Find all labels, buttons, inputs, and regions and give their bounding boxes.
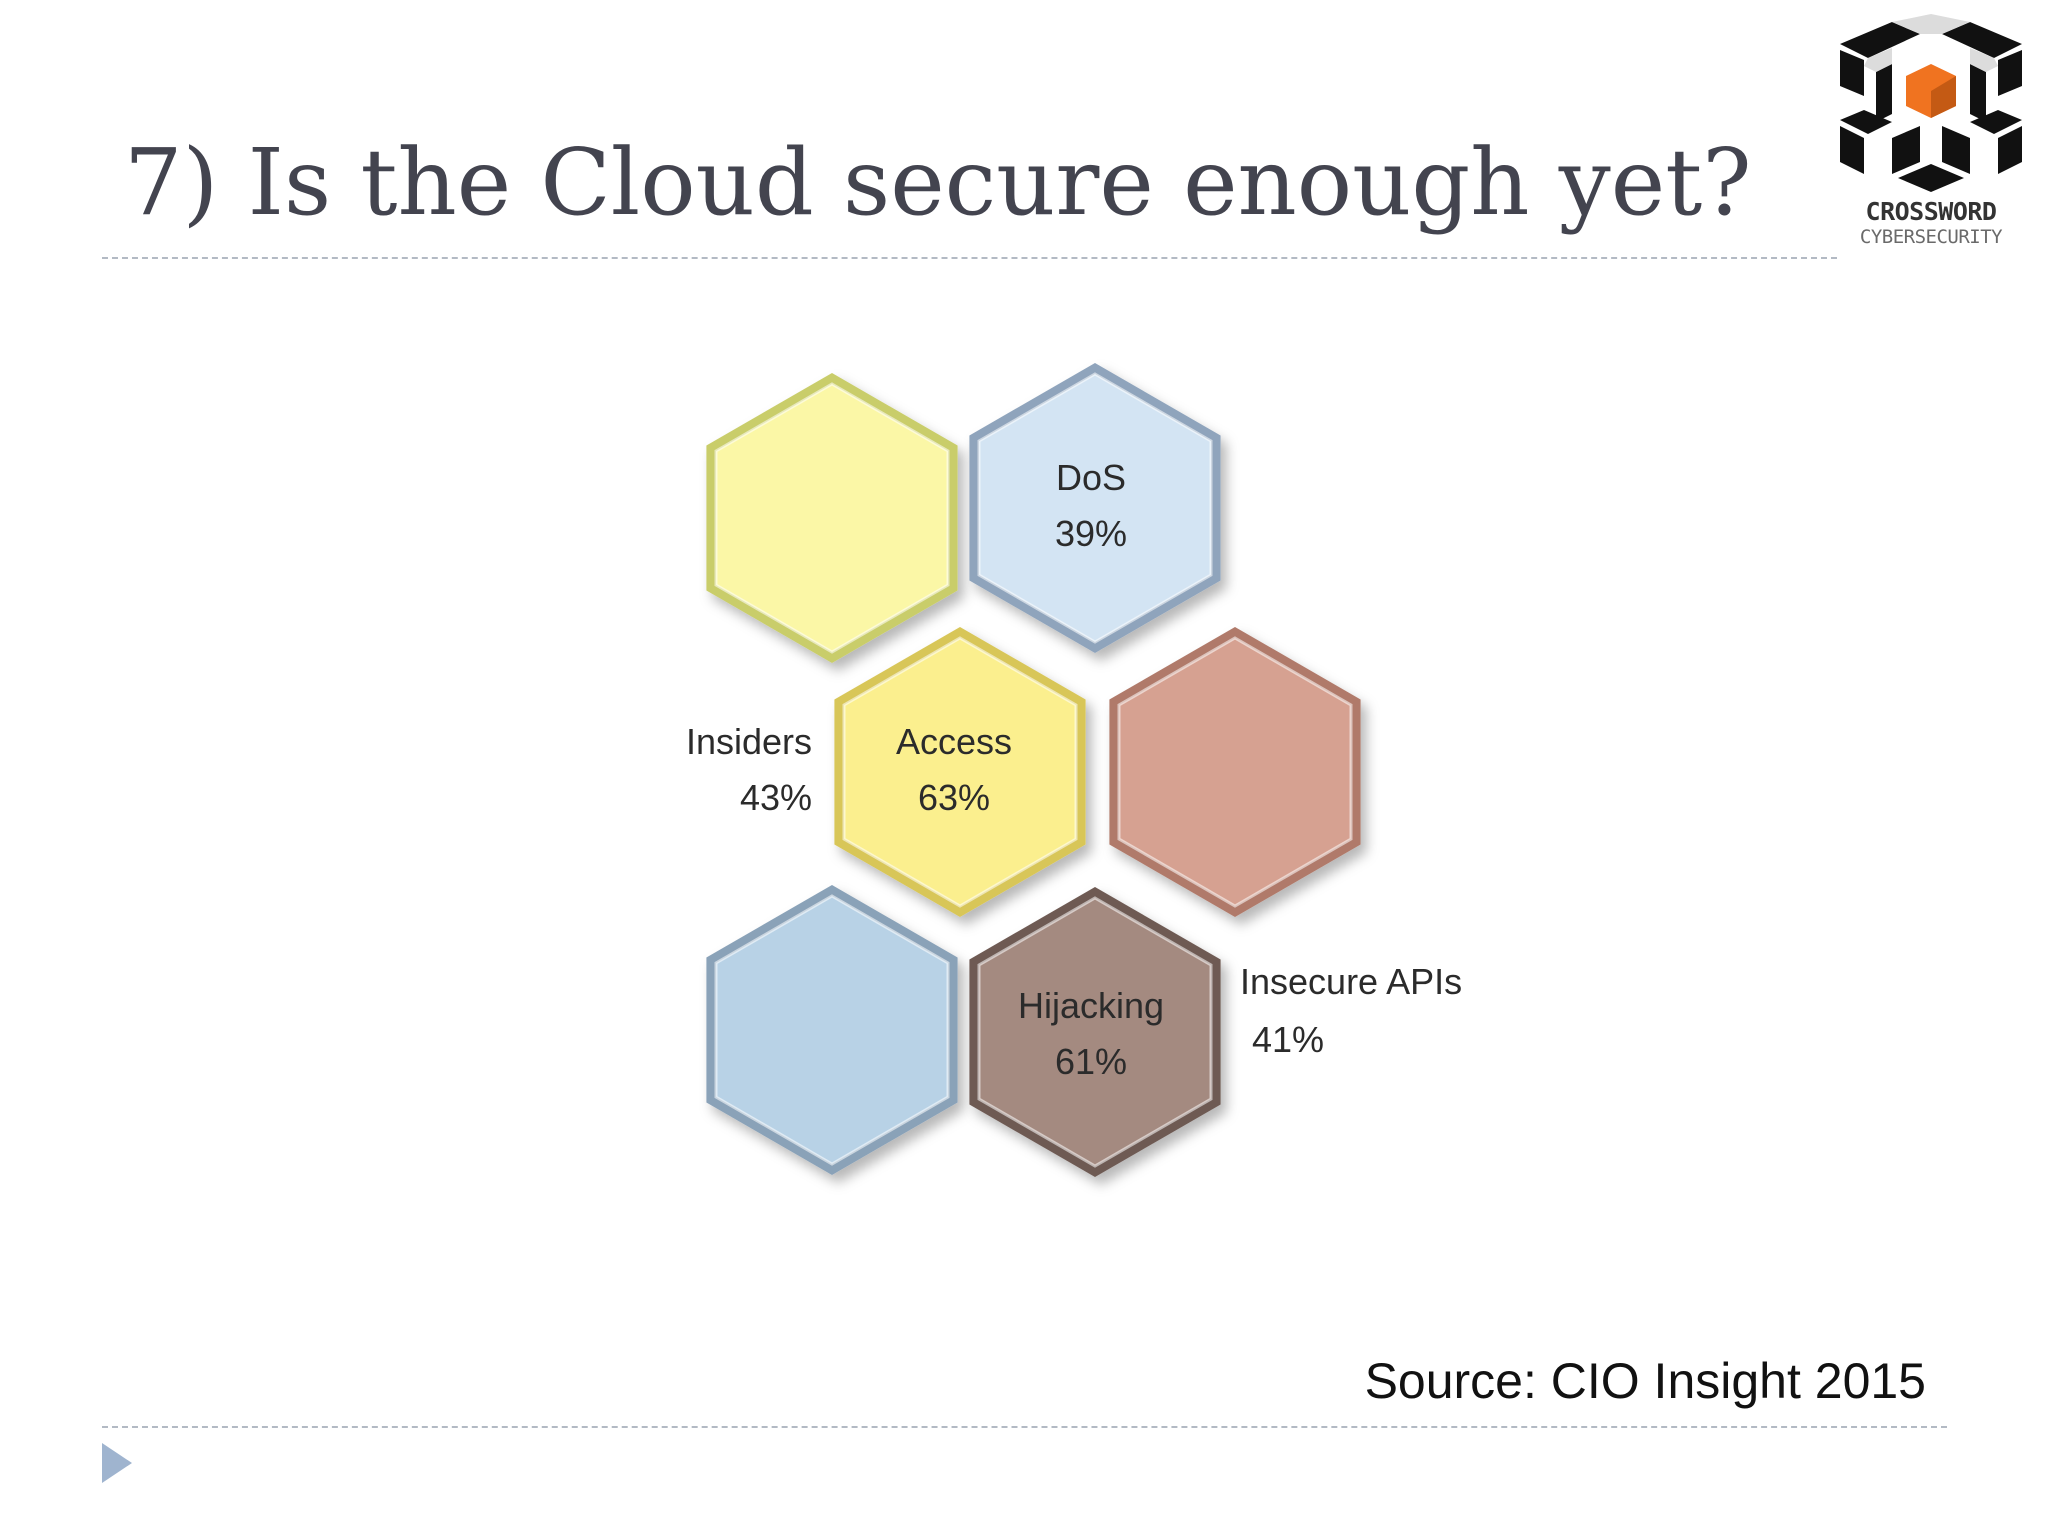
hex-label-hijacking: Hijacking	[1018, 985, 1164, 1026]
hex-value-dos: 39%	[1055, 513, 1127, 554]
triangle-right-icon[interactable]	[102, 1443, 132, 1483]
hex-label-dos: DoS	[1056, 457, 1126, 498]
hexagon-dos	[969, 363, 1221, 653]
hex-label-insecure-apis: Insecure APIs	[1240, 961, 1462, 1002]
hex-value-hijacking: 61%	[1055, 1041, 1127, 1082]
hexagon-insecure-apis	[1109, 627, 1361, 917]
hex-value-insiders: 43%	[740, 777, 812, 818]
crossword-logo-mark	[1840, 14, 2022, 192]
hexagon-access	[834, 627, 1086, 917]
hexagon-insiders	[706, 373, 958, 663]
logo-name: CROSSWORD	[1865, 197, 1997, 226]
hexagon-unlabeled-blue	[706, 885, 958, 1175]
slide-title: 7) Is the Cloud secure enough yet?	[124, 129, 1752, 236]
source-citation: Source: CIO Insight 2015	[1364, 1353, 1926, 1409]
hex-label-insiders: Insiders	[686, 721, 812, 762]
title-divider	[102, 257, 1837, 259]
hexagon-hijacking	[969, 887, 1221, 1177]
hex-value-access: 63%	[918, 777, 990, 818]
hex-label-access: Access	[896, 721, 1012, 762]
footer-divider	[102, 1426, 1947, 1428]
logo-tagline: CYBERSECURITY	[1859, 226, 2003, 248]
crossword-logo: CROSSWORD CYBERSECURITY	[1836, 14, 2026, 254]
hex-value-insecure-apis: 41%	[1252, 1019, 1324, 1060]
